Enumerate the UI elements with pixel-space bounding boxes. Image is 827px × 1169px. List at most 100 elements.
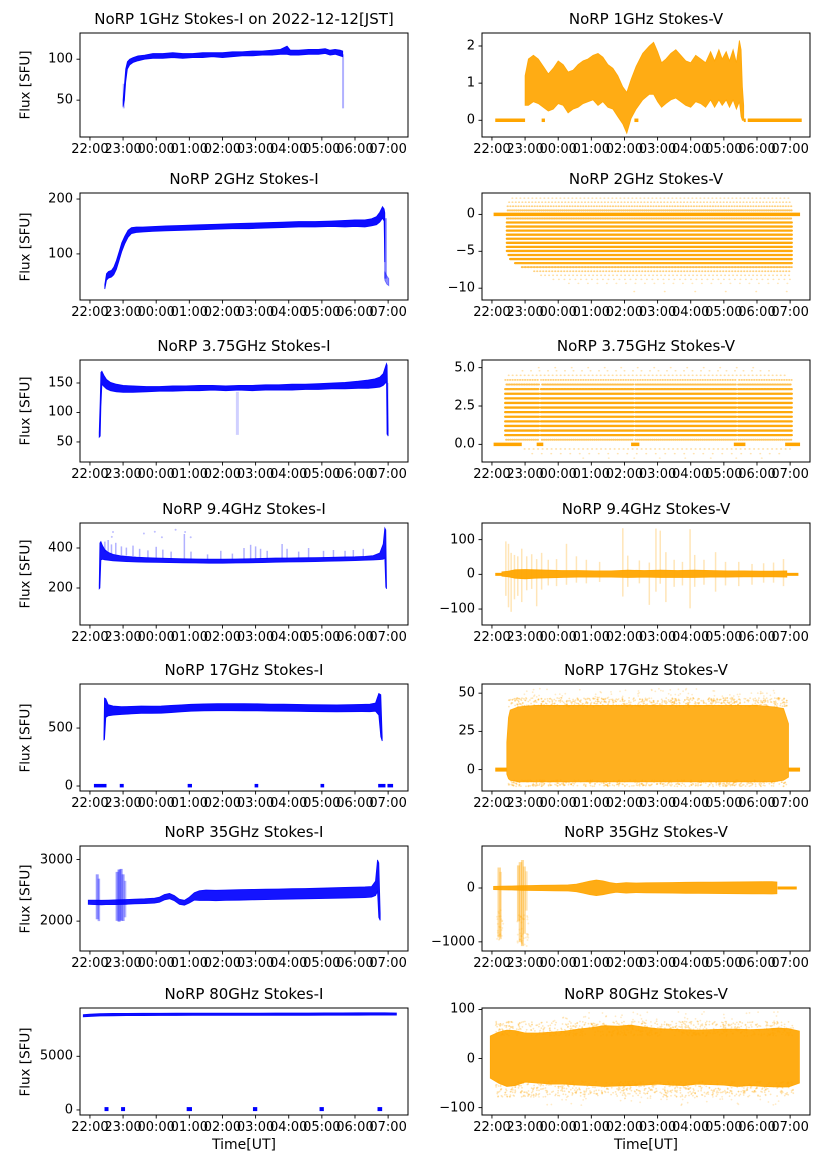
- xtick-label: 04:00: [269, 796, 308, 811]
- ytick-label: 0: [466, 1051, 475, 1067]
- xtick-label: 02:00: [605, 1120, 644, 1135]
- xtick-label: 06:00: [738, 467, 776, 482]
- plot-title-35ghz-stokes-i: NoRP 35GHz Stokes-I: [164, 823, 324, 841]
- plot-canvas-1ghz-stokes-i: [76, 32, 409, 141]
- xtick-label: 02:00: [605, 142, 644, 157]
- ytick-label: 2000: [39, 913, 73, 929]
- xtick-label: 07:00: [369, 796, 407, 811]
- xtick-label: 03:00: [236, 467, 275, 482]
- ytick-label: −5: [455, 243, 475, 259]
- xtick-label: 06:00: [738, 956, 776, 971]
- xtick-label: 04:00: [671, 467, 710, 482]
- xtick-label: 01:00: [572, 796, 611, 811]
- xtick-label: 01:00: [170, 467, 209, 482]
- xtick-label: 05:00: [705, 796, 743, 811]
- xtick-label: 02:00: [203, 142, 242, 157]
- xtick-label: 00:00: [137, 956, 175, 971]
- xtick-label: 06:00: [738, 142, 776, 157]
- xtick-label: 02:00: [203, 796, 242, 811]
- xtick-label: 23:00: [506, 796, 544, 811]
- xtick-label: 22:00: [71, 956, 109, 971]
- ytick-label: 200: [48, 580, 73, 596]
- plot-title-3.75ghz-stokes-i: NoRP 3.75GHz Stokes-I: [157, 337, 331, 355]
- xtick-label: 02:00: [605, 630, 644, 645]
- y-axis-label-1ghz-stokes-i: Flux [SFU]: [17, 50, 34, 120]
- xtick-label: 06:00: [336, 1120, 374, 1135]
- ytick-label: 0.0: [454, 436, 475, 452]
- y-axis-label-80ghz-stokes-i: Flux [SFU]: [17, 1026, 34, 1097]
- ytick-label: −10: [447, 280, 475, 296]
- xtick-label: 04:00: [269, 305, 308, 320]
- xtick-label: 04:00: [671, 630, 710, 645]
- xtick-label: 05:00: [705, 1120, 743, 1135]
- plot-canvas-35ghz-stokes-v: [478, 845, 811, 955]
- plot-title-9.4ghz-stokes-v: NoRP 9.4GHz Stokes-V: [561, 500, 731, 518]
- xtick-label: 23:00: [104, 796, 142, 811]
- xtick-label: 23:00: [104, 305, 142, 320]
- ytick-label: 0: [466, 762, 475, 778]
- xtick-label: 00:00: [137, 1120, 175, 1135]
- xtick-label: 02:00: [203, 467, 242, 482]
- xtick-label: 23:00: [506, 956, 544, 971]
- plot-title-17ghz-stokes-v: NoRP 17GHz Stokes-V: [564, 661, 728, 679]
- xtick-label: 07:00: [369, 142, 407, 157]
- xtick-label: 00:00: [539, 1120, 577, 1135]
- xtick-label: 04:00: [671, 1120, 710, 1135]
- xtick-label: 04:00: [671, 305, 710, 320]
- ytick-label: 100: [450, 532, 475, 548]
- plot-canvas-1ghz-stokes-v: [478, 32, 811, 141]
- y-axis-label-17ghz-stokes-i: Flux [SFU]: [17, 702, 34, 773]
- xtick-label: 01:00: [572, 1120, 611, 1135]
- ytick-label: 100: [48, 51, 73, 67]
- xtick-label: 07:00: [771, 630, 809, 645]
- xtick-label: 04:00: [269, 630, 308, 645]
- xtick-label: 06:00: [738, 305, 776, 320]
- xtick-label: 04:00: [269, 1120, 308, 1135]
- xtick-label: 06:00: [336, 467, 374, 482]
- xtick-label: 00:00: [539, 305, 577, 320]
- plot-title-2ghz-stokes-i: NoRP 2GHz Stokes-I: [169, 170, 319, 188]
- y-axis-label-9.4ghz-stokes-i: Flux [SFU]: [17, 539, 34, 609]
- x-axis-label-80ghz-stokes-i: Time[UT]: [212, 1137, 276, 1153]
- plot-canvas-2ghz-stokes-v: [478, 192, 811, 304]
- xtick-label: 04:00: [269, 467, 308, 482]
- xtick-label: 00:00: [539, 142, 577, 157]
- ytick-label: 100: [48, 246, 73, 262]
- xtick-label: 07:00: [771, 1120, 809, 1135]
- xtick-label: 07:00: [369, 956, 407, 971]
- xtick-label: 05:00: [303, 305, 341, 320]
- xtick-label: 23:00: [506, 467, 544, 482]
- xtick-label: 22:00: [473, 305, 511, 320]
- xtick-label: 22:00: [473, 467, 511, 482]
- ytick-label: 500: [48, 720, 73, 736]
- xtick-label: 05:00: [303, 630, 341, 645]
- ytick-label: −100: [439, 1100, 475, 1116]
- xtick-label: 00:00: [539, 630, 577, 645]
- xtick-label: 23:00: [506, 1120, 544, 1135]
- xtick-label: 02:00: [203, 956, 242, 971]
- ytick-label: 100: [48, 404, 73, 420]
- xtick-label: 03:00: [236, 630, 275, 645]
- plot-canvas-17ghz-stokes-i: [76, 683, 409, 795]
- xtick-label: 00:00: [137, 796, 175, 811]
- xtick-label: 03:00: [638, 467, 677, 482]
- xtick-label: 05:00: [705, 467, 743, 482]
- xtick-label: 03:00: [236, 796, 275, 811]
- ytick-label: 200: [48, 191, 73, 207]
- ytick-label: 0: [64, 778, 73, 794]
- y-axis-label-35ghz-stokes-i: Flux [SFU]: [17, 863, 34, 934]
- xtick-label: 06:00: [336, 142, 374, 157]
- xtick-label: 23:00: [506, 630, 544, 645]
- xtick-label: 06:00: [336, 956, 374, 971]
- xtick-label: 22:00: [71, 305, 109, 320]
- xtick-label: 03:00: [638, 142, 677, 157]
- xtick-label: 03:00: [638, 1120, 677, 1135]
- xtick-label: 05:00: [705, 305, 743, 320]
- xtick-label: 23:00: [506, 305, 544, 320]
- xtick-label: 05:00: [303, 1120, 341, 1135]
- ytick-label: 0: [466, 112, 475, 128]
- y-axis-label-3.75ghz-stokes-i: Flux [SFU]: [17, 376, 34, 446]
- xtick-label: 01:00: [572, 142, 611, 157]
- xtick-label: 07:00: [771, 305, 809, 320]
- xtick-label: 02:00: [605, 305, 644, 320]
